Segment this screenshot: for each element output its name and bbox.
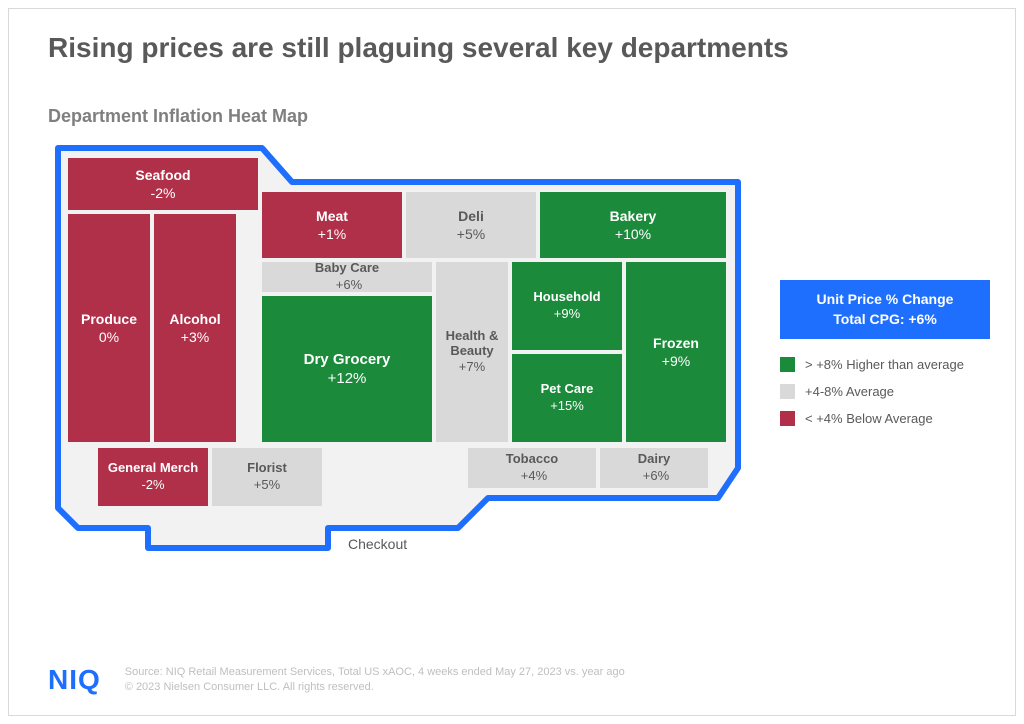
tile-frozen: Frozen +9% xyxy=(626,262,726,442)
tile-dairy: Dairy +6% xyxy=(600,448,708,488)
legend-label-low: < +4% Below Average xyxy=(805,411,933,426)
tile-produce-name: Produce xyxy=(81,311,137,327)
tile-meat-value: +1% xyxy=(318,226,346,242)
legend-label-high: > +8% Higher than average xyxy=(805,357,964,372)
tile-drygrocery: Dry Grocery +12% xyxy=(262,296,432,442)
tile-babycare-name: Baby Care xyxy=(315,261,379,276)
legend-item-high: > +8% Higher than average xyxy=(780,357,990,372)
tile-genmerch-value: -2% xyxy=(141,478,164,493)
tile-seafood-name: Seafood xyxy=(135,167,190,183)
tile-frozen-name: Frozen xyxy=(653,335,699,351)
tile-deli: Deli +5% xyxy=(406,192,536,258)
legend-item-low: < +4% Below Average xyxy=(780,411,990,426)
legend-summary-line1: Unit Price % Change xyxy=(788,290,982,310)
tile-meat-name: Meat xyxy=(316,208,348,224)
tile-alcohol-value: +3% xyxy=(181,329,209,345)
heatmap-container: Seafood -2% Produce 0% Alcohol +3% Meat +1% Deli… xyxy=(48,138,748,578)
legend-summary-line2: Total CPG: +6% xyxy=(788,310,982,330)
tile-alcohol: Alcohol +3% xyxy=(154,214,236,442)
tile-bakery-name: Bakery xyxy=(610,208,657,224)
tile-florist: Florist +5% xyxy=(212,448,322,506)
tile-petcare-value: +15% xyxy=(550,399,584,414)
tile-florist-value: +5% xyxy=(254,478,280,493)
source-line-2: © 2023 Nielsen Consumer LLC. All rights … xyxy=(125,680,625,695)
tile-health: Health & Beauty+7% xyxy=(436,262,508,442)
legend-label-avg: +4-8% Average xyxy=(805,384,894,399)
footer: NIQ Source: NIQ Retail Measurement Servi… xyxy=(48,664,976,696)
tile-drygrocery-value: +12% xyxy=(328,370,367,387)
legend-item-avg: +4-8% Average xyxy=(780,384,990,399)
legend-container: Unit Price % Change Total CPG: +6% > +8%… xyxy=(780,280,990,438)
tile-frozen-value: +9% xyxy=(662,353,690,369)
tile-seafood-value: -2% xyxy=(151,185,176,201)
tile-bakery: Bakery +10% xyxy=(540,192,726,258)
page-title: Rising prices are still plaguing several… xyxy=(48,32,976,64)
tile-tobacco-value: +4% xyxy=(521,469,547,484)
legend-summary-box: Unit Price % Change Total CPG: +6% xyxy=(780,280,990,339)
tile-drygrocery-name: Dry Grocery xyxy=(304,351,391,368)
tile-produce: Produce 0% xyxy=(68,214,150,442)
tile-dairy-name: Dairy xyxy=(638,452,671,467)
tile-bakery-value: +10% xyxy=(615,226,651,242)
legend-swatch-high xyxy=(780,357,795,372)
tile-household-name: Household xyxy=(533,290,600,305)
tile-meat: Meat +1% xyxy=(262,192,402,258)
tile-tobacco: Tobacco +4% xyxy=(468,448,596,488)
tile-seafood: Seafood -2% xyxy=(68,158,258,210)
source-line-1: Source: NIQ Retail Measurement Services,… xyxy=(125,665,625,680)
tile-health-name: Health & Beauty xyxy=(440,329,504,359)
tile-genmerch: General Merch -2% xyxy=(98,448,208,506)
tile-alcohol-name: Alcohol xyxy=(169,311,220,327)
tile-deli-name: Deli xyxy=(458,208,484,224)
tile-dairy-value: +6% xyxy=(643,469,669,484)
tile-petcare: Pet Care +15% xyxy=(512,354,622,442)
tile-petcare-name: Pet Care xyxy=(541,382,594,397)
tile-tobacco-name: Tobacco xyxy=(506,452,559,467)
logo: NIQ xyxy=(48,664,101,696)
tile-babycare-value: +6% xyxy=(336,278,362,293)
legend-swatch-avg xyxy=(780,384,795,399)
tile-babycare: Baby Care +6% xyxy=(262,262,432,292)
tile-genmerch-name: General Merch xyxy=(108,461,198,476)
tile-produce-value: 0% xyxy=(99,329,119,345)
tile-household: Household +9% xyxy=(512,262,622,350)
legend-swatch-low xyxy=(780,411,795,426)
tile-deli-value: +5% xyxy=(457,226,485,242)
source-block: Source: NIQ Retail Measurement Services,… xyxy=(125,665,625,695)
chart-subtitle: Department Inflation Heat Map xyxy=(48,106,308,127)
tile-florist-name: Florist xyxy=(247,461,287,476)
tile-health-value: +7% xyxy=(459,360,485,375)
checkout-label: Checkout xyxy=(348,536,407,552)
tile-household-value: +9% xyxy=(554,307,580,322)
